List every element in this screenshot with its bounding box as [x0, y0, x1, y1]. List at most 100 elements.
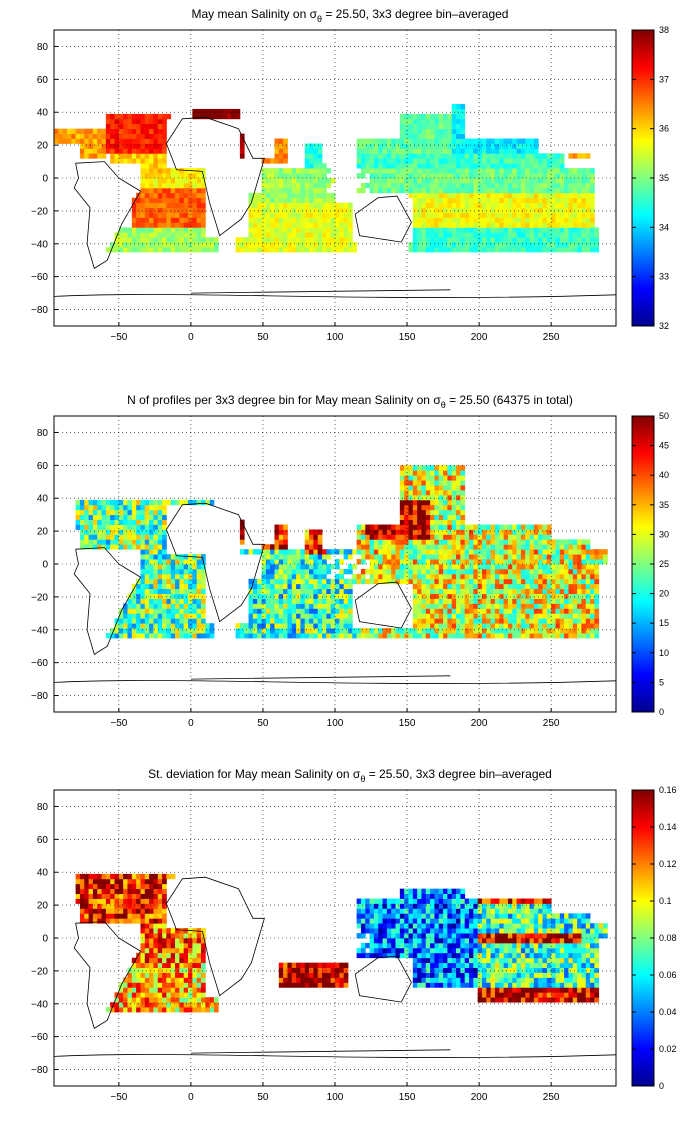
heatmap-cell — [494, 593, 500, 599]
heatmap-cell — [494, 153, 500, 159]
heatmap-cell — [136, 997, 141, 1003]
heatmap-cell — [347, 207, 353, 213]
heatmap-cell — [568, 613, 574, 619]
heatmap-cell — [149, 539, 154, 545]
heatmap-cell — [464, 197, 470, 204]
heatmap-cell — [257, 588, 262, 594]
heatmap-cell — [360, 633, 366, 639]
heatmap-cell — [274, 573, 280, 580]
heatmap-cell — [166, 222, 172, 228]
colorbar-tick-label: 15 — [659, 618, 669, 628]
heatmap-cell — [287, 603, 293, 609]
heatmap-cell — [481, 138, 487, 144]
heatmap-cell — [464, 539, 470, 545]
heatmap-cell — [136, 148, 141, 154]
heatmap-cell — [421, 163, 427, 169]
heatmap-cell — [451, 197, 457, 204]
heatmap-cell — [317, 232, 323, 238]
heatmap-cell — [507, 549, 513, 555]
heatmap-cell — [136, 613, 141, 619]
heatmap-cell — [252, 212, 258, 218]
heatmap-cell — [360, 549, 366, 555]
heatmap-cell — [542, 618, 548, 624]
heatmap-cell — [170, 192, 176, 199]
heatmap-cell — [330, 977, 336, 983]
heatmap-cell — [430, 475, 435, 481]
heatmap-cell — [469, 524, 474, 530]
heatmap-cell — [188, 1002, 193, 1008]
heatmap-cell — [391, 573, 396, 580]
heatmap-cell — [252, 202, 258, 208]
heatmap-cell — [248, 628, 254, 634]
heatmap-cell — [326, 618, 332, 624]
heatmap-cell — [559, 583, 565, 590]
heatmap-cell — [434, 628, 440, 634]
heatmap-cell — [568, 192, 574, 199]
x-tick-label: −50 — [110, 332, 127, 343]
heatmap-cell — [486, 227, 492, 233]
heatmap-cell — [248, 227, 254, 233]
heatmap-cell — [265, 232, 271, 238]
heatmap-cell — [559, 573, 565, 580]
heatmap-cell — [585, 598, 591, 604]
heatmap-cell — [386, 178, 392, 184]
heatmap-cell — [360, 182, 366, 189]
heatmap-cell — [430, 480, 435, 486]
heatmap-cell — [555, 539, 561, 545]
heatmap-cell — [114, 529, 120, 535]
x-tick-label: 150 — [399, 718, 416, 729]
heatmap-cell — [486, 524, 492, 530]
heatmap-cell — [278, 578, 284, 585]
heatmap-cell — [175, 178, 180, 184]
heatmap-cell — [546, 559, 552, 565]
heatmap-cell — [101, 148, 107, 154]
heatmap-cell — [356, 173, 362, 179]
heatmap-cell — [287, 247, 293, 253]
heatmap-cell — [546, 608, 552, 614]
heatmap-cell — [283, 187, 288, 194]
heatmap-cell — [287, 598, 293, 604]
heatmap-cell — [391, 143, 396, 149]
heatmap-cell — [408, 564, 414, 570]
heatmap-cell — [330, 212, 336, 218]
heatmap-cell — [200, 598, 206, 604]
heatmap-cell — [149, 603, 154, 609]
heatmap-cell — [421, 494, 427, 501]
heatmap-cell — [477, 972, 483, 978]
heatmap-cell — [555, 588, 561, 594]
heatmap-cell — [153, 182, 159, 189]
heatmap-cell — [525, 212, 530, 218]
heatmap-cell — [391, 173, 396, 179]
heatmap-cell — [170, 593, 176, 599]
heatmap-cell — [516, 173, 522, 179]
heatmap-cell — [118, 618, 124, 624]
heatmap-cell — [127, 148, 133, 154]
heatmap-cell — [559, 628, 565, 634]
heatmap-cell — [114, 509, 120, 516]
heatmap-cell — [192, 237, 198, 243]
heatmap-cell — [456, 539, 461, 545]
heatmap-cell — [507, 564, 513, 570]
heatmap-cell — [490, 628, 496, 634]
heatmap-cell — [313, 544, 319, 550]
heatmap-cell — [265, 593, 271, 599]
heatmap-cell — [460, 153, 466, 159]
heatmap-cell — [494, 173, 500, 179]
heatmap-cell — [252, 232, 258, 238]
heatmap-cell — [568, 623, 574, 629]
heatmap-cell — [278, 568, 284, 575]
heatmap-cell — [456, 153, 461, 159]
heatmap-cell — [516, 227, 522, 233]
heatmap-cell — [438, 133, 444, 139]
heatmap-cell — [434, 504, 440, 511]
heatmap-cell — [551, 633, 556, 639]
heatmap-cell — [559, 187, 565, 194]
heatmap-cell — [473, 593, 479, 599]
heatmap-cell — [274, 227, 280, 233]
heatmap-cell — [473, 529, 479, 535]
heatmap-cell — [287, 568, 293, 575]
heatmap-cell — [291, 222, 297, 228]
heatmap-cell — [257, 549, 262, 555]
heatmap-cell — [84, 544, 89, 550]
heatmap-cell — [572, 982, 578, 988]
